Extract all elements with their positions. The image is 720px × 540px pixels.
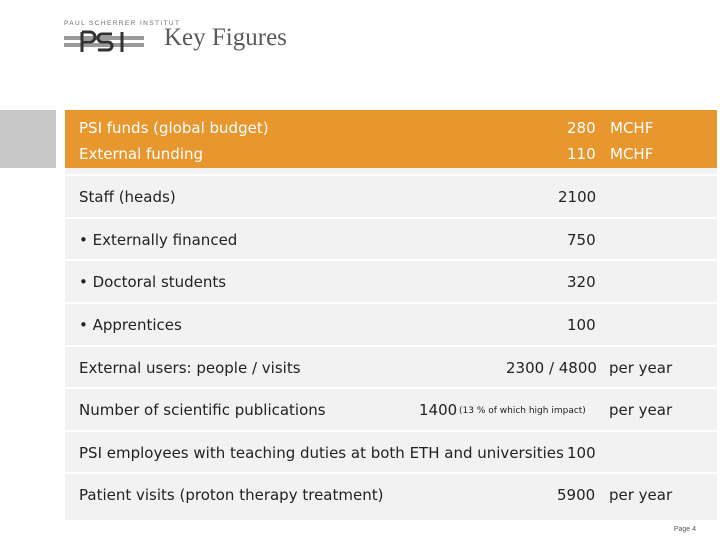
row-unit: per year [609, 486, 673, 504]
funds-label: PSI funds (global budget) [79, 119, 269, 137]
psi-logo-mark-icon [64, 30, 144, 52]
page-title: Key Figures [164, 24, 287, 51]
row-value: 5900 [557, 486, 596, 504]
funds-value: 280 [567, 119, 596, 137]
logo-text: PAUL SCHERRER INSTITUT [64, 20, 181, 27]
table-row: Staff (heads) 2100 [65, 174, 717, 218]
funds-section: PSI funds (global budget) 280 MCHF Exter… [65, 110, 717, 168]
row-label: PSI employees with teaching duties at bo… [79, 444, 564, 462]
table-row: PSI employees with teaching duties at bo… [65, 430, 717, 474]
row-label: • Doctoral students [79, 273, 227, 291]
row-unit: per year [609, 401, 673, 419]
psi-logo: PAUL SCHERRER INSTITUT [64, 20, 179, 54]
row-note: (13 % of which high impact) [459, 406, 586, 416]
row-label: Number of scientific publications [79, 401, 326, 419]
row-label: Patient visits (proton therapy treatment… [79, 486, 384, 504]
table-row: Patient visits (proton therapy treatment… [65, 472, 717, 516]
row-value: 2100 [558, 188, 597, 206]
row-value: 320 [567, 273, 596, 291]
page-number: Page 4 [673, 526, 696, 533]
table-row: • Externally financed 750 [65, 217, 717, 261]
row-unit: per year [609, 359, 673, 377]
table-row: External users: people / visits 2300 / 4… [65, 345, 717, 389]
funds-unit: MCHF [610, 119, 654, 137]
row-value: 750 [567, 231, 596, 249]
key-figures-table [65, 110, 717, 520]
row-value: 1400 [419, 401, 458, 419]
table-row: • Apprentices 100 [65, 302, 717, 346]
external-funding-value: 110 [567, 145, 596, 163]
table-row: Number of scientific publications 1400 (… [65, 387, 717, 431]
row-value: 100 [567, 316, 596, 334]
side-accent-bar [0, 110, 56, 168]
row-label: • Apprentices [79, 316, 182, 334]
row-label: External users: people / visits [79, 359, 301, 377]
row-value: 100 [567, 444, 596, 462]
table-row: • Doctoral students 320 [65, 259, 717, 303]
row-label: • Externally financed [79, 231, 238, 249]
row-label: Staff (heads) [79, 188, 176, 206]
row-value: 2300 / 4800 [506, 359, 597, 377]
external-funding-label: External funding [79, 145, 204, 163]
external-funding-unit: MCHF [610, 145, 654, 163]
